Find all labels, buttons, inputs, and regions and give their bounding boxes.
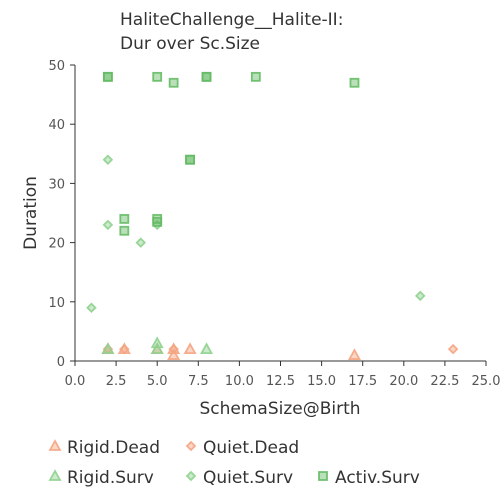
legend-label-rigid-surv: Rigid.Surv	[67, 468, 154, 488]
x-axis-label: SchemaSize@Birth	[199, 399, 360, 419]
rigid-surv-point	[199, 342, 214, 355]
activ-surv-point	[201, 71, 212, 82]
x-tick-label: 2.5	[106, 374, 127, 389]
legend-marker-quiet-surv	[185, 470, 197, 482]
quiet-surv-point	[414, 290, 426, 302]
rigid-surv-point	[101, 342, 115, 355]
quiet-surv-point	[135, 237, 147, 248]
activ-surv-point	[152, 216, 163, 227]
x-tick-label: 5.0	[147, 374, 168, 389]
x-tick-label: 12.5	[266, 374, 295, 389]
y-ticks: 0 10 20 30 40 50	[48, 59, 75, 370]
x-tick-label: 25.0	[472, 374, 500, 389]
x-ticks: 0.0 2.5 5.0 7.5 10.0 12.5 15.0 17.5 20.0 22.5 25.0	[65, 361, 500, 389]
legend-label-quiet-dead: Quiet.Dead	[203, 438, 299, 458]
chart-title-line-1: HaliteChallenge__Halite-II:	[120, 10, 343, 30]
quiet-dead-point	[447, 343, 459, 355]
legend-marker-activ-surv	[318, 471, 328, 481]
x-tick-label: 10.0	[225, 374, 254, 389]
legend-label-rigid-dead: Rigid.Dead	[67, 438, 160, 458]
rigid-dead-point	[347, 348, 362, 360]
quiet-dead-point	[168, 343, 179, 355]
quiet-surv-point	[102, 154, 114, 165]
quiet-surv-point	[102, 219, 114, 231]
y-tick-label: 40	[48, 118, 65, 133]
legend-marker-rigid-surv	[48, 469, 62, 481]
activ-surv-point	[349, 77, 360, 88]
y-tick-label: 10	[48, 296, 65, 311]
y-tick-label: 0	[57, 355, 65, 370]
x-tick-label: 22.5	[430, 374, 459, 389]
legend-label-quiet-surv: Quiet.Surv	[203, 468, 293, 488]
y-tick-label: 20	[48, 237, 65, 252]
y-axis-label: Duration	[21, 176, 41, 250]
activ-surv-point	[102, 71, 113, 82]
rigid-dead-point	[167, 348, 181, 360]
x-tick-label: 20.0	[389, 374, 418, 389]
chart-title-line-2: Dur over Sc.Size	[120, 34, 260, 54]
legend-marker-rigid-dead	[48, 439, 62, 451]
data-points	[86, 71, 459, 360]
legend-label-activ-surv: Activ.Surv	[335, 468, 420, 488]
quiet-surv-point	[86, 302, 97, 313]
legend: Rigid.Dead Quiet.Dead Rigid.Surv Quiet.Surv…	[48, 438, 420, 488]
y-tick-label: 30	[48, 177, 65, 192]
legend-marker-quiet-dead	[185, 440, 197, 452]
quiet-dead-point	[119, 343, 130, 355]
activ-surv-point	[185, 154, 195, 165]
y-tick-label: 50	[48, 59, 65, 74]
axes	[74, 65, 486, 362]
activ-surv-point	[152, 71, 163, 82]
x-tick-label: 15.0	[307, 374, 336, 389]
rigid-surv-point	[150, 342, 164, 355]
x-tick-label: 7.5	[188, 374, 209, 389]
activ-surv-point	[250, 71, 261, 82]
activ-surv-point	[119, 225, 130, 236]
rigid-dead-point	[183, 342, 197, 355]
activ-surv-point	[168, 77, 179, 88]
x-tick-label: 17.5	[348, 374, 377, 389]
x-tick-label: 0.0	[65, 374, 86, 389]
activ-surv-point	[119, 214, 130, 224]
